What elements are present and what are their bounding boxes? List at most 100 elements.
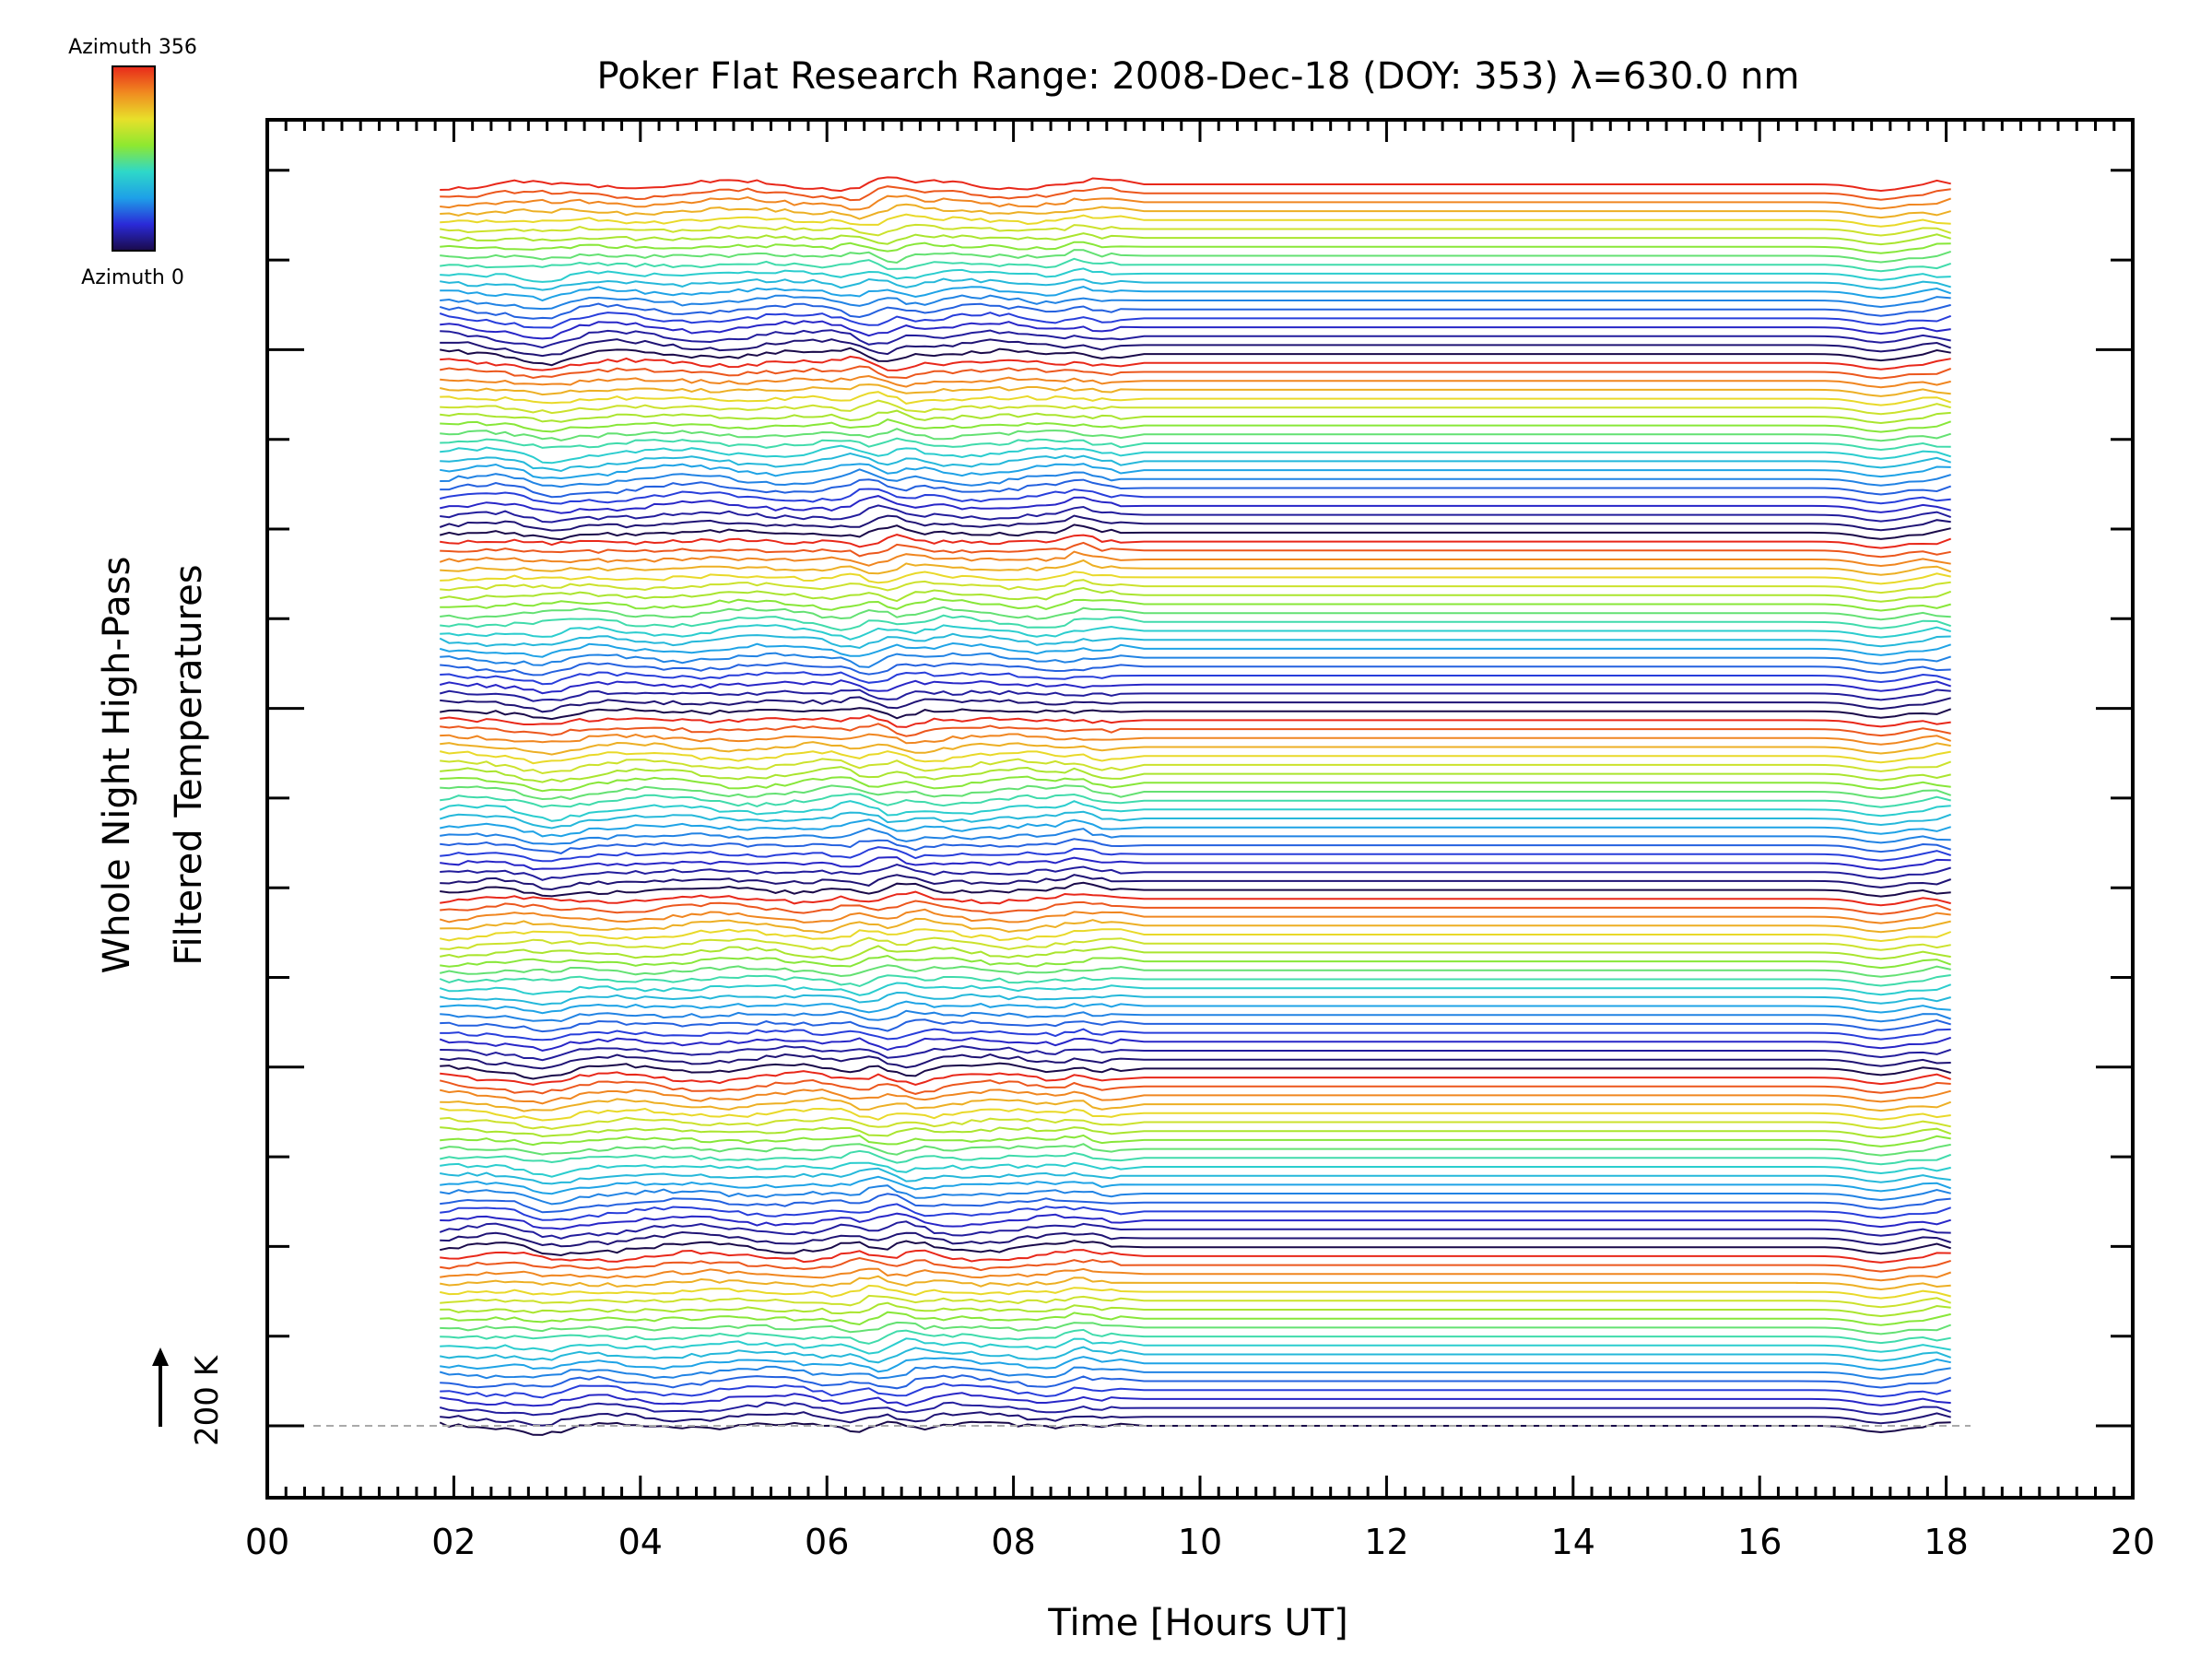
series-line [440,267,1951,283]
series-line [440,504,1952,524]
series-line [439,991,1951,1006]
x-tick-label: 10 [1178,1522,1222,1562]
series-line [439,1401,1952,1417]
series-line [440,671,1951,686]
series-line [440,1374,1952,1390]
series-line [440,1275,1951,1291]
series-line [440,194,1952,211]
series-line [440,468,1951,488]
series-line [440,723,1951,737]
series-line [440,1249,1951,1264]
x-tick-labels: 00 02 04 06 08 10 12 14 16 18 20 [245,1522,2155,1562]
series-line [439,818,1951,838]
series-line [439,982,1952,996]
y-axis-label-line1: Whole Night High-Pass [96,557,138,974]
series-line [440,838,1952,854]
colorbar: Azimuth 356 Azimuth 0 [68,36,197,289]
series-line [439,908,1951,924]
series-line [440,452,1952,473]
series-line [440,1356,1951,1373]
series-line [440,874,1952,891]
series-line [439,750,1951,765]
series-line [440,213,1951,228]
series-line [440,277,1951,291]
series-line [440,1000,1951,1015]
series-line [440,223,1952,237]
series-line [440,355,1951,371]
series-line [440,1167,1951,1185]
series-line [440,793,1951,808]
series-line [440,463,1951,480]
series-line [440,1184,1951,1206]
series-line [440,1175,1952,1195]
series-line [440,696,1951,713]
series-line [439,1420,1951,1436]
series-group [439,176,1952,1436]
series-line [440,1044,1952,1062]
series-line [440,347,1951,367]
series-line [440,374,1951,389]
series-line [440,863,1951,881]
series-line [440,203,1951,220]
series-line [440,624,1951,641]
series-line [440,1009,1952,1023]
colorbar-top-label: Azimuth 356 [68,36,197,59]
series-line [440,418,1952,433]
x-tick-label: 02 [431,1522,476,1562]
series-line [440,579,1951,594]
series-line [440,741,1951,756]
series-line [440,714,1951,728]
series-line [440,1126,1952,1139]
series-line [440,249,1952,265]
series-line [439,679,1952,695]
series-line [440,856,1951,871]
scale-bar: 200 K [152,1347,226,1446]
series-line [439,1149,1952,1166]
series-line [440,257,1952,273]
scale-bar-label: 200 K [189,1354,226,1446]
series-line [440,559,1952,576]
series-line [439,964,1951,978]
series-line [440,444,1952,465]
series-line [439,550,1951,568]
series-line [440,1337,1951,1355]
series-line [440,707,1952,721]
x-tick-label: 06 [805,1522,849,1562]
series-line [440,1346,1952,1364]
series-line [439,383,1951,397]
series-line [439,974,1951,988]
series-line [439,688,1951,702]
series-line [439,1036,1952,1052]
series-line [440,890,1951,907]
series-line [440,1392,1951,1407]
series-line [440,606,1951,621]
scale-bar-arrow-head [152,1347,169,1366]
series-line [439,1365,1951,1380]
series-line [439,1239,1952,1257]
x-tick-label: 00 [245,1522,289,1562]
series-line [440,176,1951,193]
series-line [439,1284,1951,1300]
series-line [439,632,1951,650]
x-axis-label: Time [Hours UT] [1047,1602,1347,1644]
series-line [440,338,1952,358]
colorbar-bottom-label: Azimuth 0 [81,266,184,289]
series-line [440,1070,1952,1087]
x-tick-label: 18 [1924,1522,1968,1562]
series-line [439,800,1951,822]
series-line [439,514,1951,532]
series-line [440,827,1951,846]
series-line [440,881,1951,898]
series-line [439,1088,1951,1105]
series-line [440,399,1951,416]
series-line [439,928,1952,943]
series-line [440,662,1951,677]
x-tick-label: 16 [1737,1522,1782,1562]
series-line [440,846,1952,863]
series-line [440,320,1951,340]
series-line [440,1193,1951,1214]
series-line [439,1078,1951,1095]
series-line [440,1212,1951,1230]
series-line [439,641,1952,658]
series-line [440,733,1952,746]
